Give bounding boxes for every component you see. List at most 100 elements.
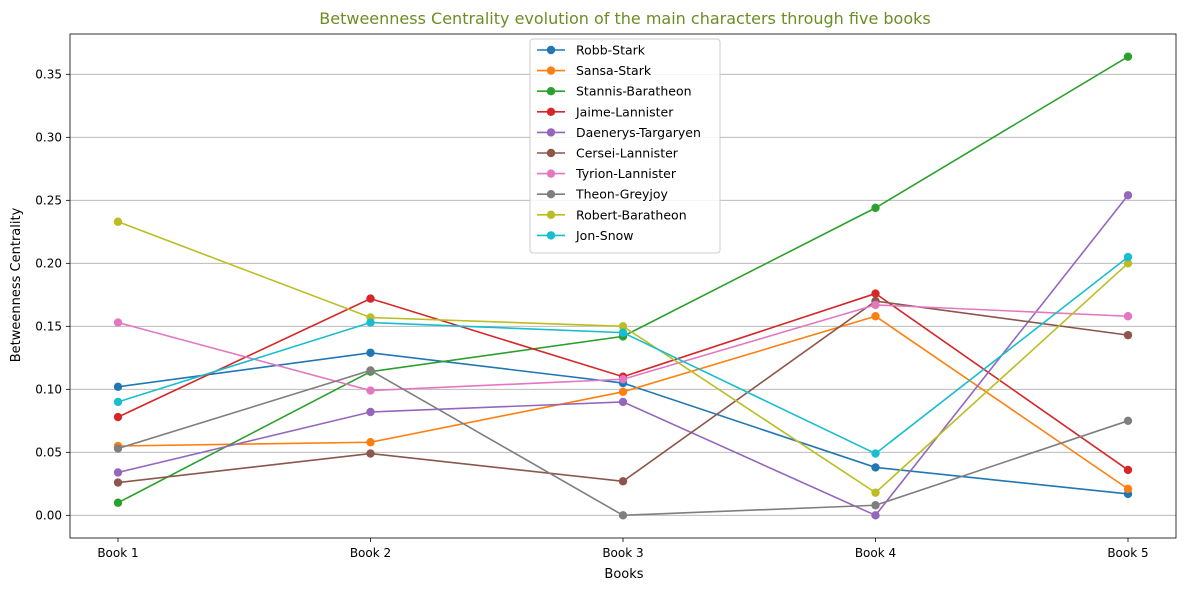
data-point-jon-snow: [113, 397, 123, 407]
legend-item-robb-stark: Robb-Stark: [537, 43, 646, 58]
y-tick-label: 0.20: [35, 256, 62, 270]
data-point-cersei-lannister: [366, 449, 375, 458]
legend-item-theon-greyjoy: Theon-Greyjoy: [537, 187, 669, 202]
legend-swatch-marker: [546, 169, 556, 178]
data-point-robert-baratheon: [113, 217, 123, 226]
data-point-stannis-baratheon: [1123, 52, 1133, 61]
y-tick-label: 0.00: [35, 508, 62, 522]
data-point-sansa-stark: [618, 387, 628, 397]
data-point-sansa-stark: [366, 438, 375, 447]
x-tick-label: Book 4: [855, 546, 896, 560]
data-point-jon-snow: [871, 449, 880, 458]
legend-item-jon-snow: Jon-Snow: [537, 228, 634, 243]
x-tick-label: Book 1: [97, 546, 138, 560]
data-point-theon-greyjoy: [618, 511, 628, 520]
legend-item-robert-baratheon: Robert-Baratheon: [537, 207, 687, 222]
y-tick-label: 0.30: [35, 130, 62, 144]
data-point-jaime-lannister: [113, 412, 123, 422]
legend-swatch-marker: [546, 210, 556, 219]
legend-swatch-marker: [546, 107, 556, 117]
data-point-robb-stark: [871, 463, 880, 472]
data-point-tyrion-lannister: [871, 300, 880, 310]
data-point-jon-snow: [618, 328, 628, 337]
x-tick-label: Book 2: [350, 546, 391, 560]
data-point-robb-stark: [366, 348, 375, 357]
data-point-theon-greyjoy: [113, 444, 123, 453]
series-robb-stark: [113, 348, 1133, 499]
data-point-daenerys-targaryen: [1123, 191, 1133, 200]
data-point-sansa-stark: [871, 312, 880, 321]
data-point-robert-baratheon: [618, 322, 628, 331]
data-point-theon-greyjoy: [871, 501, 880, 510]
y-tick-label: 0.35: [35, 67, 62, 81]
data-point-jaime-lannister: [1123, 465, 1133, 475]
legend-label: Cersei-Lannister: [576, 146, 679, 161]
data-point-stannis-baratheon: [113, 498, 123, 507]
data-point-jaime-lannister: [871, 289, 880, 298]
data-point-jon-snow: [1123, 252, 1133, 262]
legend-label: Daenerys-Targaryen: [576, 125, 701, 140]
legend-label: Stannis-Baratheon: [576, 84, 692, 99]
series-robert-baratheon: [113, 217, 1133, 497]
legend-swatch-marker: [546, 148, 556, 158]
legend-label: Sansa-Stark: [576, 63, 652, 78]
legend-swatch-marker: [546, 190, 556, 199]
legend-label: Jaime-Lannister: [575, 104, 674, 119]
data-point-theon-greyjoy: [1123, 416, 1133, 426]
x-axis-label: Books: [604, 567, 643, 582]
legend-swatch-marker: [546, 45, 556, 55]
series-tyrion-lannister: [113, 300, 1133, 395]
data-point-cersei-lannister: [618, 477, 628, 486]
data-point-daenerys-targaryen: [113, 468, 123, 477]
series-theon-greyjoy: [113, 366, 1133, 520]
legend-swatch-marker: [546, 66, 556, 75]
series-daenerys-targaryen: [113, 191, 1133, 520]
legend-label: Jon-Snow: [575, 228, 634, 243]
data-point-tyrion-lannister: [113, 318, 123, 327]
y-axis-label: Betweenness Centrality: [9, 207, 24, 362]
data-point-tyrion-lannister: [366, 386, 375, 395]
legend: Robb-Stark Sansa-Stark Stannis-Baratheon Ja…: [529, 38, 721, 254]
data-point-robert-baratheon: [1123, 259, 1133, 268]
legend-item-tyrion-lannister: Tyrion-Lannister: [537, 166, 677, 181]
y-tick-label: 0.05: [35, 445, 62, 459]
data-point-jon-snow: [366, 318, 375, 327]
legend-label: Tyrion-Lannister: [575, 166, 677, 181]
legend-item-jaime-lannister: Jaime-Lannister: [537, 104, 674, 119]
data-point-daenerys-targaryen: [871, 511, 880, 520]
data-point-tyrion-lannister: [618, 375, 628, 384]
chart-title: Betweenness Centrality evolution of the …: [319, 9, 930, 28]
legend-swatch-marker: [546, 128, 556, 137]
legend-item-daenerys-targaryen: Daenerys-Targaryen: [537, 125, 701, 140]
legend-box: [529, 38, 721, 254]
legend-item-cersei-lannister: Cersei-Lannister: [537, 146, 679, 161]
data-point-stannis-baratheon: [871, 203, 880, 213]
legend-item-stannis-baratheon: Stannis-Baratheon: [537, 84, 692, 99]
legend-item-sansa-stark: Sansa-Stark: [537, 63, 652, 78]
data-point-cersei-lannister: [1123, 330, 1133, 340]
legend-label: Robb-Stark: [576, 43, 646, 58]
legend-label: Theon-Greyjoy: [575, 187, 669, 202]
data-point-daenerys-targaryen: [618, 397, 628, 407]
legend-label: Robert-Baratheon: [576, 207, 687, 222]
data-point-robert-baratheon: [871, 488, 880, 497]
data-point-tyrion-lannister: [1123, 312, 1133, 321]
data-point-daenerys-targaryen: [366, 407, 375, 417]
data-point-theon-greyjoy: [366, 366, 375, 375]
data-point-sansa-stark: [1123, 484, 1133, 494]
y-tick-label: 0.10: [35, 382, 62, 396]
legend-swatch-marker: [546, 87, 556, 96]
x-tick-label: Book 5: [1107, 546, 1148, 560]
y-tick-label: 0.15: [35, 319, 62, 333]
legend-swatch-marker: [546, 231, 556, 240]
data-point-jaime-lannister: [366, 294, 375, 303]
axes-layer: 0.00 0.05 0.10 0.15 0.20 0.25 0.30 0.35 Book 1 Bo…: [35, 33, 1177, 560]
data-point-cersei-lannister: [113, 478, 123, 487]
series-layer: [113, 52, 1133, 520]
series-sansa-stark: [113, 312, 1133, 494]
y-tick-label: 0.25: [35, 193, 62, 207]
x-tick-label: Book 3: [602, 546, 643, 560]
data-point-robb-stark: [113, 382, 123, 391]
series-jon-snow: [113, 252, 1133, 458]
